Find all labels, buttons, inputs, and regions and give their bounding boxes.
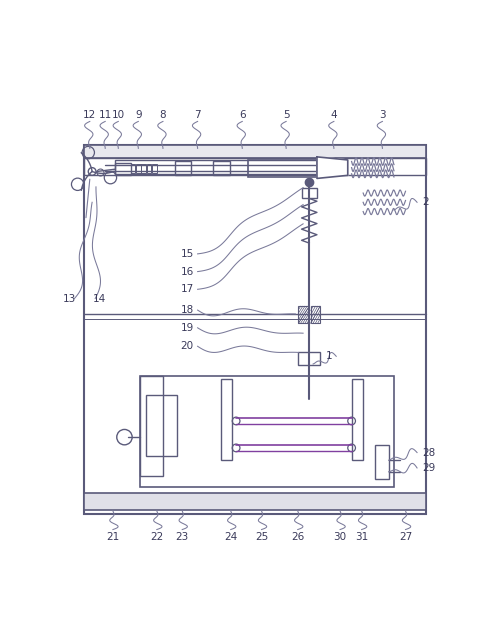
Bar: [146, 395, 177, 456]
Text: 24: 24: [224, 532, 237, 542]
Text: 16: 16: [180, 266, 194, 277]
Bar: [298, 352, 320, 365]
Text: 6: 6: [239, 110, 246, 120]
Bar: [141, 164, 146, 173]
Bar: [175, 162, 191, 176]
Bar: [298, 306, 309, 323]
Text: 7: 7: [194, 110, 201, 120]
Bar: [84, 145, 426, 514]
Bar: [352, 379, 363, 460]
Bar: [375, 445, 388, 480]
Text: 17: 17: [180, 284, 194, 294]
Polygon shape: [317, 157, 348, 179]
Bar: [140, 376, 394, 487]
Text: 1: 1: [326, 351, 332, 361]
Bar: [311, 306, 320, 323]
Text: 11: 11: [99, 110, 112, 120]
Text: 14: 14: [93, 293, 106, 303]
Bar: [152, 164, 157, 173]
Bar: [221, 379, 232, 460]
Text: 18: 18: [180, 305, 194, 315]
Text: 30: 30: [333, 532, 347, 542]
Text: 21: 21: [106, 532, 119, 542]
Bar: [147, 164, 151, 173]
Bar: [84, 493, 426, 510]
Text: 8: 8: [160, 110, 166, 120]
Bar: [136, 164, 141, 173]
Bar: [84, 159, 426, 176]
Text: 3: 3: [379, 110, 386, 120]
Text: 19: 19: [180, 323, 194, 333]
Bar: [115, 160, 325, 174]
Text: 10: 10: [112, 110, 125, 120]
Bar: [247, 160, 317, 177]
Text: 22: 22: [150, 532, 163, 542]
Text: 31: 31: [355, 532, 368, 542]
Text: 2: 2: [423, 198, 429, 208]
Text: 27: 27: [399, 532, 412, 542]
Text: 5: 5: [283, 110, 289, 120]
Text: 29: 29: [423, 463, 436, 473]
Text: 26: 26: [291, 532, 304, 542]
Text: 13: 13: [63, 293, 75, 303]
Text: 12: 12: [83, 110, 97, 120]
Text: 15: 15: [180, 249, 194, 259]
Bar: [115, 163, 131, 174]
Text: 20: 20: [180, 341, 194, 351]
Text: 9: 9: [135, 110, 141, 120]
Bar: [140, 376, 163, 476]
Text: 23: 23: [176, 532, 189, 542]
Bar: [84, 145, 426, 159]
Bar: [302, 187, 317, 198]
Bar: [213, 162, 230, 176]
Text: 4: 4: [331, 110, 337, 120]
Text: 28: 28: [423, 448, 436, 458]
Text: 25: 25: [255, 532, 268, 542]
Bar: [131, 164, 135, 173]
